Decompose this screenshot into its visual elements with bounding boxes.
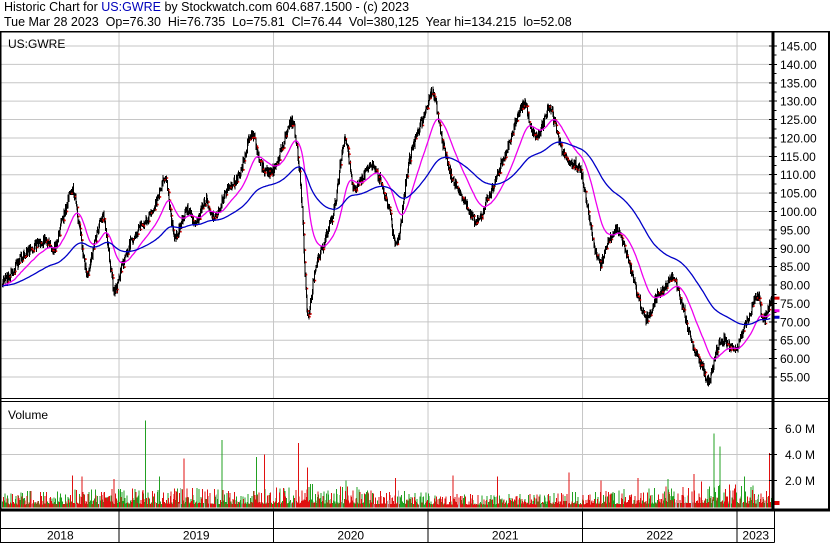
price-axis-label: 80.00	[780, 279, 810, 293]
price-axis-label: 125.00	[780, 113, 817, 127]
price-axis-label: 65.00	[780, 334, 810, 348]
price-axis-label: 90.00	[780, 242, 810, 256]
volume-panel-label: Volume	[8, 408, 48, 422]
close-tick-marks	[7, 93, 773, 376]
volume-axis-label: 2.0 M	[785, 474, 815, 488]
year-label: 2018	[47, 529, 74, 543]
price-axis-label: 120.00	[780, 131, 817, 145]
price-axis-label: 55.00	[780, 371, 810, 385]
ma-slow-line	[2, 141, 771, 326]
axis-labels: 145.00 140.00 135.00 130.00 125.00 120.00 115.…	[47, 40, 817, 543]
last-volume-marker	[774, 501, 780, 505]
volume-axis-label: 6.0 M	[785, 422, 815, 436]
year-label: 2020	[337, 529, 364, 543]
price-panel-label: US:GWRE	[8, 37, 65, 51]
price-axis-label: 100.00	[780, 205, 817, 219]
axis-markers	[774, 296, 780, 505]
header-title-suffix: by Stockwatch.com 604.687.1500 - (c) 202…	[160, 0, 410, 14]
header-title-line: Historic Chart for US:GWRE by Stockwatch…	[0, 0, 830, 15]
price-axis-label: 115.00	[780, 150, 816, 164]
ma-fast-line	[2, 118, 771, 360]
header-symbol: US:GWRE	[101, 0, 161, 14]
ma-slow-marker	[774, 315, 780, 319]
price-axis-label: 95.00	[780, 223, 810, 237]
last-price-marker	[774, 296, 780, 300]
price-axis-label: 105.00	[780, 187, 817, 201]
year-label: 2023	[742, 529, 769, 543]
price-axis-label: 145.00	[780, 40, 817, 54]
header-title-prefix: Historic Chart for	[4, 0, 102, 14]
price-axis-label: 140.00	[780, 58, 817, 72]
year-label: 2021	[492, 529, 519, 543]
volume-axis-label: 4.0 M	[785, 448, 815, 462]
moving-averages	[2, 118, 771, 360]
price-axis-label: 70.00	[780, 315, 810, 329]
year-label: 2022	[646, 529, 673, 543]
year-label: 2019	[183, 529, 210, 543]
price-axis-label: 110.00	[780, 168, 816, 182]
ma-fast-marker	[774, 309, 780, 313]
price-axis-label: 130.00	[780, 95, 817, 109]
header-quote-line: Tue Mar 28 2023 Op=76.30 Hi=76.735 Lo=75…	[4, 15, 572, 29]
volume-bars-neutral	[31, 488, 766, 508]
price-axis-label: 85.00	[780, 260, 810, 274]
price-axis-label: 60.00	[780, 352, 810, 366]
price-axis-label: 135.00	[780, 76, 817, 90]
price-axis-label: 75.00	[780, 297, 810, 311]
volume-bars-down	[3, 442, 771, 508]
volume-bars	[2, 420, 772, 508]
chart-header: Historic Chart for US:GWRE by Stockwatch…	[0, 0, 830, 31]
